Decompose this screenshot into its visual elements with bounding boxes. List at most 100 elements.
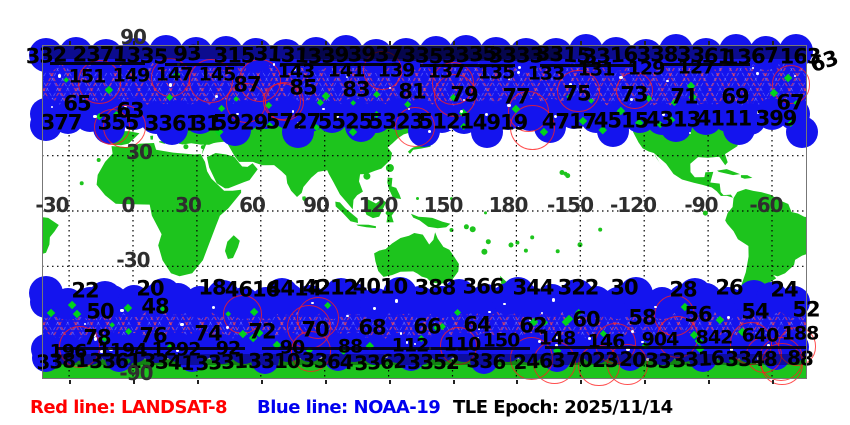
white-track-dot (555, 344, 558, 347)
pass-number-row-e: 4010 (352, 274, 408, 299)
pass-number-row-e: 4414 (266, 276, 322, 301)
white-track-dot (124, 105, 127, 109)
label-smear (55, 354, 805, 365)
white-track-dot (502, 302, 506, 306)
label-smear (660, 63, 750, 66)
white-track-dot (462, 98, 465, 102)
white-track-dot (74, 113, 78, 118)
white-track-dot (688, 131, 692, 135)
white-track-dot (120, 308, 124, 313)
white-track-dot (175, 349, 179, 352)
white-track-dot (619, 75, 623, 79)
pass-number-row-i-smear: 2463 (512, 347, 566, 375)
white-track-dot (296, 122, 301, 126)
pass-number-row-c: 63 (116, 98, 144, 123)
white-track-dot (212, 305, 216, 309)
pass-number-row-h: 1194 (97, 339, 148, 362)
pass-number-row-h: 92 (215, 337, 241, 360)
pass-number-row-h: 112 (391, 334, 430, 357)
frame-tick (133, 380, 135, 384)
latitude-label--90: -90 (119, 361, 153, 385)
pass-number-row-a-smear: 237 (72, 42, 115, 67)
white-track-dot (630, 329, 634, 333)
white-track-dot (297, 127, 300, 130)
landsat-footprint-ring (510, 105, 555, 150)
landsat-footprint-ring (290, 331, 332, 372)
white-track-dot (236, 112, 239, 115)
white-track-dot (93, 337, 98, 341)
label-smear (420, 64, 515, 67)
footprint-circle (119, 38, 153, 73)
pass-number-row-a-smear: 3937 (347, 42, 403, 67)
pass-number-row-b: 129 (627, 57, 666, 80)
pass-number-row-i-smear: 88 (786, 345, 814, 371)
frame-tick (452, 380, 455, 384)
pass-number-row-i-smear: 3362 (353, 348, 407, 376)
frame-tick (772, 380, 774, 384)
pass-number-row-g: 78 (83, 325, 111, 350)
white-track-dot (373, 307, 376, 310)
pass-number-row-d: 4515 (593, 108, 649, 133)
landsat-footprint-ring (616, 72, 654, 109)
frame-tick (388, 380, 391, 384)
white-track-dot (666, 79, 670, 83)
frame-tick (324, 41, 327, 45)
frame-tick (580, 380, 583, 384)
pass-number-row-d: 5727 (265, 109, 321, 134)
pass-number-row-d: 4717 (541, 109, 597, 134)
pass-number-row-b: 147 (155, 63, 194, 86)
white-track-dot (583, 60, 586, 63)
pass-number-row-c: 77 (502, 84, 530, 109)
pass-number-row-d: 399 (755, 106, 798, 131)
pass-number-row-a-smear: 63 (807, 45, 841, 78)
pass-number-row-i-smear: 3348 (725, 347, 778, 371)
white-track-dot (413, 342, 416, 345)
latitude-label-90: 90 (120, 25, 147, 49)
pass-number-row-c: 75 (563, 81, 591, 106)
label-smear (262, 347, 530, 350)
pass-number-row-c: 83 (342, 77, 370, 102)
landsat-footprint-ring (77, 60, 122, 104)
pass-number-row-b: 151 (68, 65, 107, 88)
pass-number-row-h: 88 (337, 335, 363, 358)
pass-number-row-b: 127 (677, 56, 716, 79)
longitude-label--120: -120 (609, 193, 657, 217)
white-track-dot (449, 127, 452, 131)
pass-number-row-g: 72 (248, 319, 276, 344)
white-track-dot (756, 111, 760, 114)
white-track-dot (517, 65, 521, 69)
pass-number-row-g: 74 (194, 321, 222, 346)
white-track-dot (92, 333, 96, 338)
white-track-dot (427, 129, 432, 134)
pass-number-row-e: 28 (669, 277, 697, 302)
white-track-dot (292, 110, 295, 113)
footprint-circle (660, 110, 692, 143)
white-track-dot (488, 310, 491, 314)
footprint-circle (30, 109, 62, 142)
white-track-dot (726, 315, 730, 319)
pass-number-row-h: 150 (482, 329, 521, 352)
pass-number-row-e: 30 (610, 275, 638, 300)
white-track-dot (654, 305, 657, 308)
white-track-dot (793, 74, 797, 78)
pass-number-row-i-smear: 3364 (300, 347, 354, 375)
label-smear (55, 347, 245, 350)
latitude-label--30: -30 (116, 248, 150, 272)
frame-tick (516, 41, 519, 45)
white-track-dot (507, 77, 511, 81)
pass-number-row-c: 67 (776, 90, 804, 115)
longitude-label-60: 60 (239, 193, 266, 217)
label-smear (300, 46, 560, 61)
frame-tick (260, 41, 263, 45)
pass-number-row-b: 143 (277, 60, 316, 83)
longitude-label--150: -150 (546, 193, 594, 217)
pass-number-row-c: 73 (620, 82, 648, 107)
pass-number-row-d: 5525 (317, 109, 373, 134)
white-track-dot (180, 322, 184, 327)
landsat-footprint-ring (431, 61, 475, 105)
landsat-footprint-ring (771, 64, 811, 104)
footprint-circle (659, 34, 693, 69)
pass-number-row-c: 87 (233, 72, 261, 97)
white-track-dot (476, 336, 479, 340)
